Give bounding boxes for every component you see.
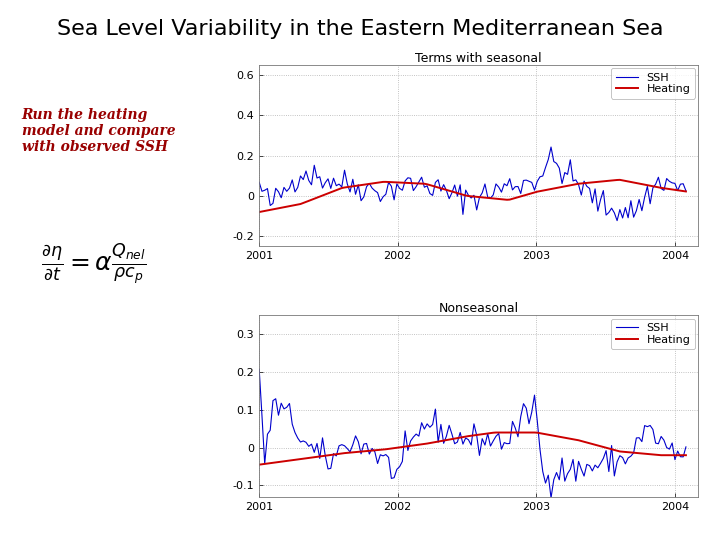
Line: Heating: Heating: [259, 180, 686, 212]
Heating: [362, 181, 371, 187]
Heating: [682, 188, 690, 195]
Heating: [415, 180, 423, 187]
SSH: [431, 406, 440, 413]
Heating: [431, 184, 440, 190]
SSH: [602, 212, 611, 218]
SSH: [508, 418, 517, 424]
Legend: SSH, Heating: SSH, Heating: [611, 319, 695, 349]
Line: SSH: SSH: [259, 147, 686, 221]
Heating: [549, 185, 558, 192]
SSH: [255, 179, 264, 186]
Legend: SSH, Heating: SSH, Heating: [611, 68, 695, 99]
Heating: [431, 439, 440, 446]
Heating: [602, 444, 611, 451]
Text: Run the heating
model and compare
with observed SSH: Run the heating model and compare with o…: [22, 108, 175, 154]
SSH: [546, 144, 555, 150]
Heating: [552, 433, 561, 440]
Text: $\frac{\partial \eta}{\partial t} = \alpha \frac{Q_{nel}}{\rho c_p}$: $\frac{\partial \eta}{\partial t} = \alp…: [41, 243, 146, 287]
Title: Terms with seasonal: Terms with seasonal: [415, 52, 542, 65]
SSH: [546, 495, 555, 501]
SSH: [552, 469, 561, 476]
Heating: [599, 178, 608, 185]
Line: Heating: Heating: [259, 433, 686, 464]
Heating: [415, 442, 423, 448]
SSH: [552, 160, 561, 166]
Title: Nonseasonal: Nonseasonal: [438, 302, 519, 315]
SSH: [362, 184, 371, 190]
Heating: [362, 448, 371, 454]
SSH: [602, 448, 611, 454]
Line: SSH: SSH: [259, 369, 686, 498]
SSH: [255, 366, 264, 373]
SSH: [682, 444, 690, 450]
SSH: [682, 187, 690, 194]
Heating: [255, 461, 264, 468]
Heating: [616, 177, 624, 183]
Heating: [255, 209, 264, 215]
Heating: [508, 195, 517, 202]
Heating: [511, 429, 520, 436]
Heating: [682, 452, 690, 458]
SSH: [415, 433, 423, 440]
Heating: [492, 429, 500, 436]
Text: Sea Level Variability in the Eastern Mediterranean Sea: Sea Level Variability in the Eastern Med…: [57, 19, 663, 39]
SSH: [415, 179, 423, 185]
SSH: [508, 187, 517, 193]
SSH: [613, 218, 621, 224]
SSH: [431, 179, 440, 186]
SSH: [362, 440, 371, 447]
